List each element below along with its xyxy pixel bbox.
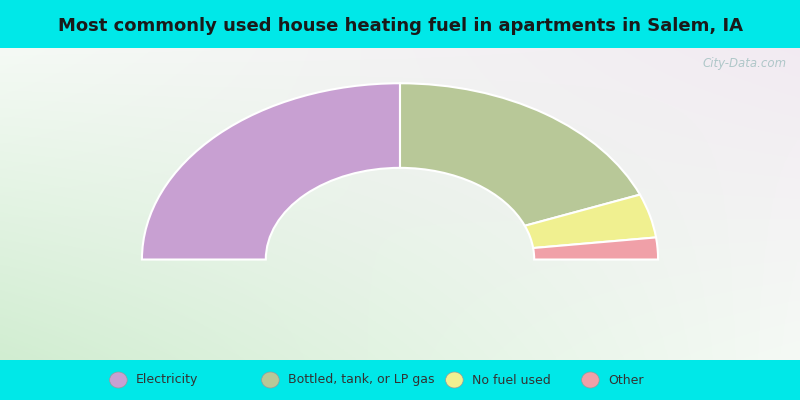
Wedge shape [400,83,640,226]
Text: No fuel used: No fuel used [472,374,550,386]
Ellipse shape [110,372,127,388]
Wedge shape [525,195,656,248]
Wedge shape [142,83,400,260]
Text: City-Data.com: City-Data.com [703,57,787,70]
Ellipse shape [582,372,599,388]
Ellipse shape [262,372,279,388]
Text: Electricity: Electricity [136,374,198,386]
Ellipse shape [446,372,463,388]
Text: Most commonly used house heating fuel in apartments in Salem, IA: Most commonly used house heating fuel in… [58,17,742,35]
Text: Other: Other [608,374,643,386]
Wedge shape [533,238,658,260]
Text: Bottled, tank, or LP gas: Bottled, tank, or LP gas [288,374,434,386]
